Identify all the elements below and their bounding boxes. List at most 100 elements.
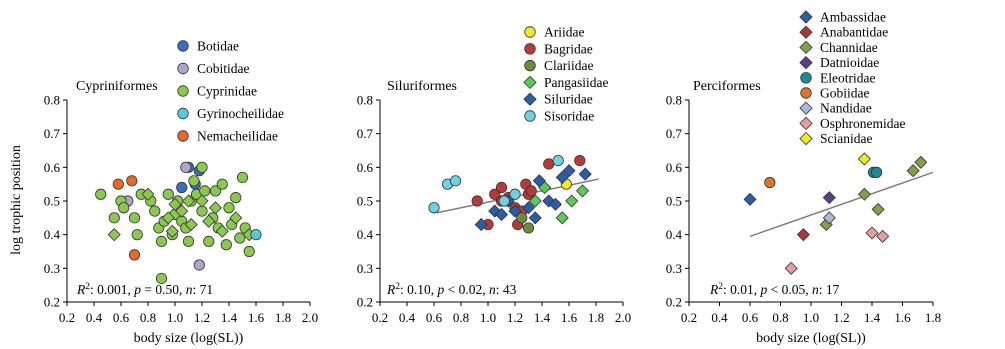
legend-label-cyprinidae: Cyprinidae [197,84,257,99]
point-cyprinidae [141,187,155,201]
legend-label-nandidae: Nandidae [820,101,872,116]
legend-label-siluridae: Siluridae [544,92,593,107]
legend-swatch-datnioidae [799,55,813,70]
x-tick-label: 1.6 [561,310,578,325]
point-siluridae [494,207,509,222]
point-cyprinidae [199,185,211,197]
panel-perciformes: 0.2 0.4 0.6 0.8 1.0 1.2 1.4 1.6 1.8 0.2 0.3 0.4 0.5 0… [666,10,941,347]
x-tick-label: 0.4 [399,310,416,325]
x-tick-label: 1.0 [480,310,496,325]
y-tick-label: 0.6 [666,160,683,175]
legend-swatch-botidae [177,40,189,52]
stats-label: R2: 0.001, p = 0.50, n: 71 [76,282,213,297]
point-cobitidae [193,259,205,271]
legend-label-pangasiidae: Pangasiidae [544,75,608,90]
point-siluridae [508,204,522,218]
point-sisoridae [449,175,462,187]
point-nemacheilidae [128,249,141,261]
x-tick-label: 1.4 [534,310,551,325]
point-eleotridae [870,166,883,178]
legend-label-ariidae: Ariidae [544,25,584,40]
point-cyprinidae [161,211,175,225]
point-cyprinidae [118,202,130,214]
x-tick-label: 0.2 [59,310,75,325]
point-bagridae [543,158,555,170]
point-cyprinidae [155,235,168,247]
point-gobiidae [764,176,776,189]
legend-label-nemacheilidae: Nemacheilidae [197,129,278,144]
legend-label-osphronemidae: Osphronemidae [820,116,905,131]
x-axis-title: body size (log(SL)) [134,331,244,346]
legend-swatch-cobitidae [177,62,189,75]
legend-swatch-sisoridae [524,110,536,122]
y-tick-label: 0.5 [44,194,60,209]
point-clariidae [522,222,535,234]
panel-siluriformes: 0.2 0.4 0.6 0.8 1.0 1.2 1.4 1.6 1.8 2.0 0.2 0.3 0.4 0… [357,25,631,326]
point-pangasiidae [575,184,590,198]
point-cobitidae [180,161,192,173]
point-cyprinidae [165,224,179,238]
legend-swatch-channidae [799,40,813,55]
y-tick-label: 0.2 [666,295,682,310]
point-pangasiidae [555,211,569,225]
x-tick-label: 1.6 [248,310,265,325]
point-sisoridae [509,188,521,200]
point-cyprinidae [107,228,121,242]
point-cyprinidae [95,188,107,200]
point-siluridae [474,218,488,232]
point-osphronemidae [784,261,798,275]
point-cyprinidae [131,229,143,241]
point-channidae [906,164,920,178]
legend-label-eleotridae: Eleotridae [820,70,875,85]
regression-line [749,171,934,238]
point-nemacheilidae [112,178,124,190]
point-bagridae [489,188,501,200]
legend-label-ambassidae: Ambassidae [820,10,886,25]
legend-swatch-gyrinocheilidae [177,107,189,120]
panel-title: Perciformes [693,79,761,94]
point-cyprinidae [188,175,200,187]
y-tick-label: 0.4 [357,227,374,242]
point-bagridae [495,181,508,194]
legend-label-datnioidae: Datnioidae [820,55,879,70]
point-gyrinocheilidae [250,229,262,241]
y-tick-label: 0.5 [666,194,682,209]
x-tick-label: 1.8 [275,310,291,325]
point-anabantidae [796,228,810,242]
point-nandidae [822,211,836,225]
point-siluridae [578,167,592,181]
point-cyprinidae [155,272,168,285]
stats-label: R2: 0.10, p < 0.02, n: 43 [386,282,517,297]
x-tick-label: 0.2 [681,310,697,325]
x-tick-label: 0.6 [426,310,443,325]
legend-swatch-ambassidae [799,10,813,24]
point-pangasiidae [528,194,542,208]
point-cyprinidae [181,194,196,208]
point-cyprinidae [236,171,249,184]
point-cyprinidae [229,211,243,225]
point-pangasiidae [565,194,579,208]
x-tick-label: 1.0 [803,310,819,325]
legend-swatch-siluridae [523,92,537,106]
x-tick-label: 1.4 [221,310,238,325]
x-tick-label: 1.6 [894,310,911,325]
point-botidae [176,181,188,194]
point-cyprinidae [234,232,246,244]
point-cyprinidae [223,202,235,214]
point-datnioidae [822,191,836,205]
legend-swatch-eleotridae [800,72,812,84]
point-cyprinidae [175,204,189,218]
legend-label-scianidae: Scianidae [820,131,872,146]
legend-label-botidae: Botidae [197,39,239,54]
y-tick-label: 0.2 [357,295,373,310]
x-tick-label: 1.8 [925,310,941,325]
legend-swatch-osphronemidae [799,116,813,131]
x-tick-label: 0.8 [140,310,156,325]
x-tick-label: 1.4 [864,310,881,325]
point-cyprinidae [195,194,209,208]
legend-swatch-scianidae [799,131,813,146]
point-bagridae [525,185,537,197]
legend-swatch-bagridae [524,43,536,55]
point-ambassidae [743,192,757,206]
